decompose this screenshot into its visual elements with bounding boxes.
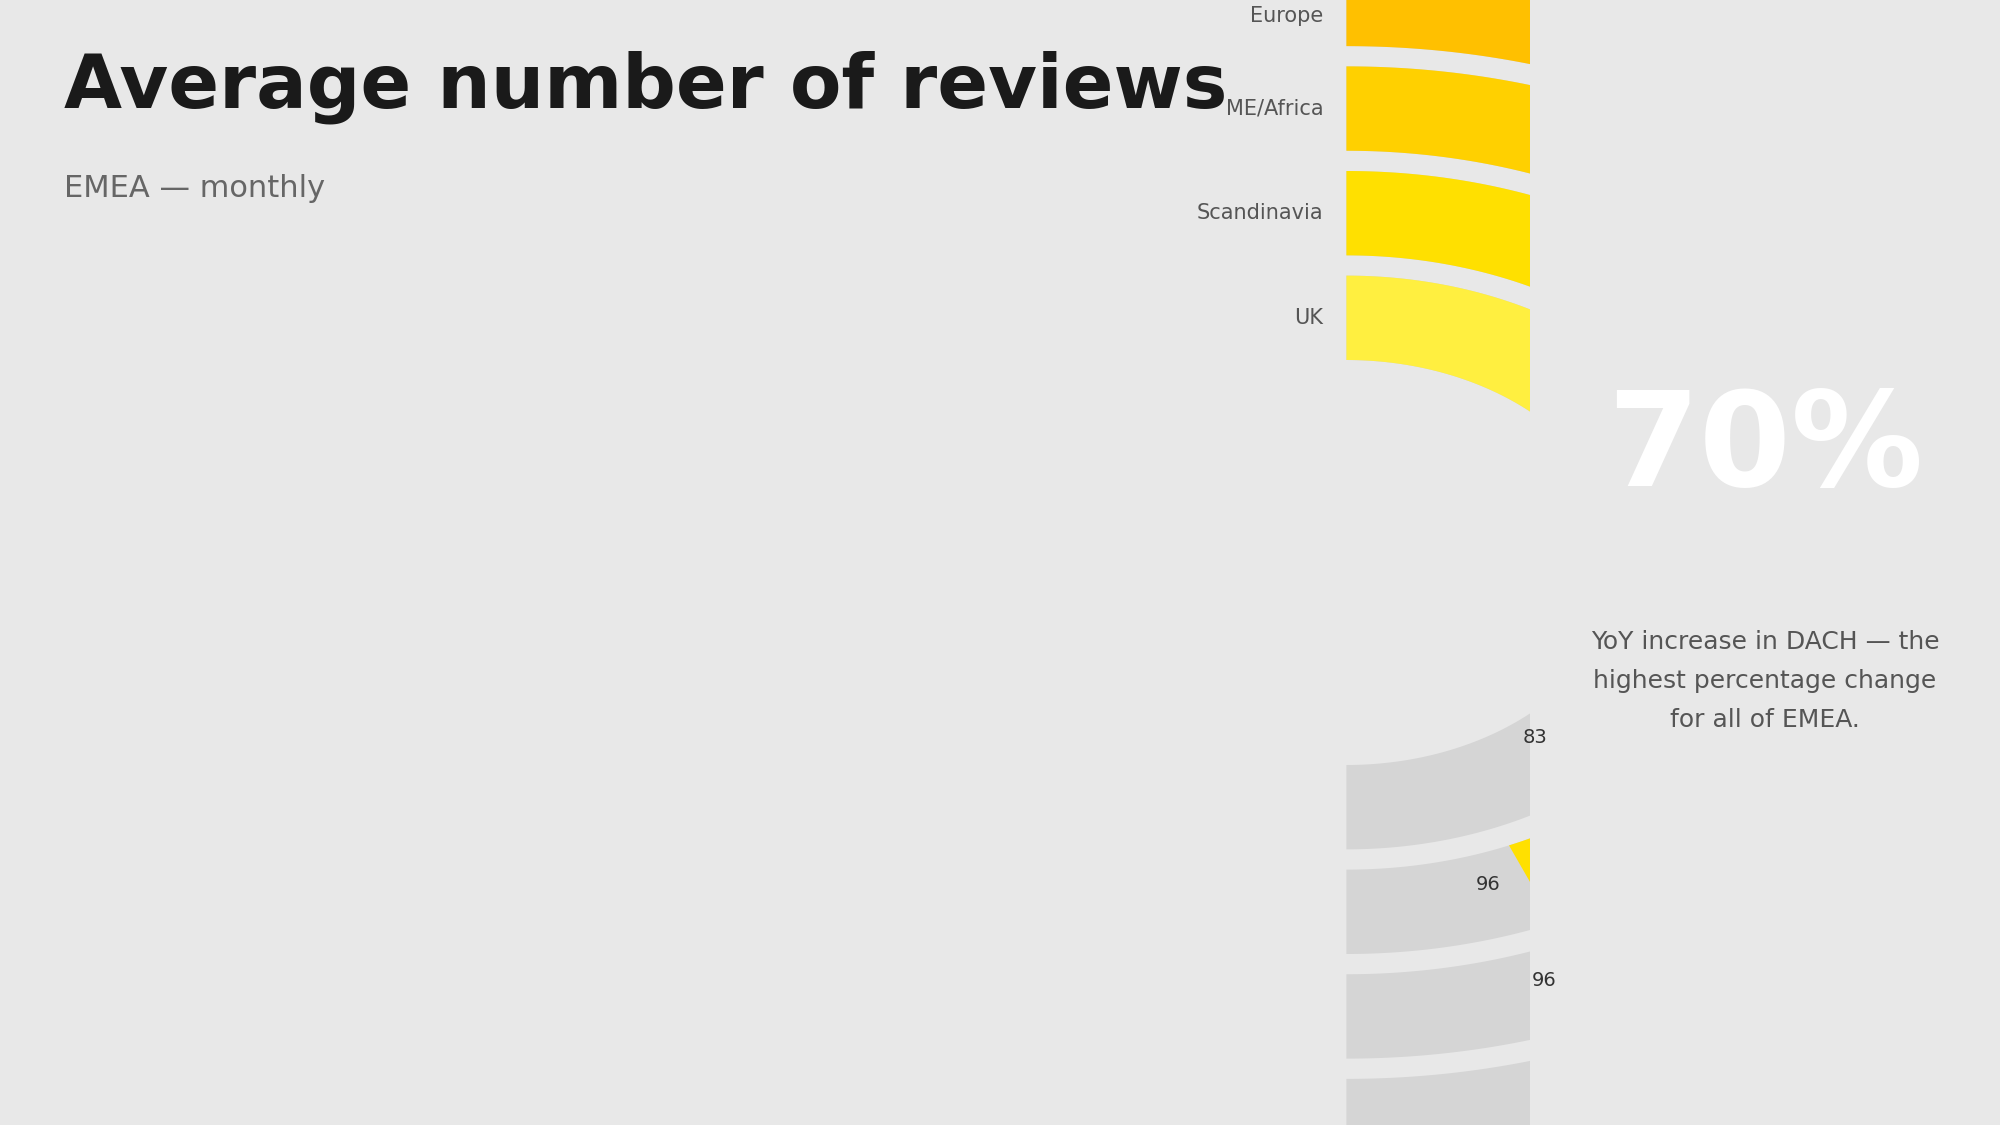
Text: 96: 96 — [1476, 875, 1500, 893]
Polygon shape — [1346, 0, 2000, 1125]
Text: 83: 83 — [1522, 729, 1548, 747]
Polygon shape — [1346, 0, 2000, 1125]
Polygon shape — [1346, 276, 1736, 849]
Polygon shape — [1346, 0, 2000, 1125]
Polygon shape — [1346, 0, 2000, 1125]
Polygon shape — [1346, 66, 2000, 1059]
Text: EMEA — monthly: EMEA — monthly — [64, 174, 326, 204]
Text: UK: UK — [1294, 308, 1324, 327]
Text: Rest of
Europe: Rest of Europe — [1250, 0, 1324, 26]
Text: 96: 96 — [1532, 971, 1556, 990]
Polygon shape — [1346, 0, 2000, 1125]
Polygon shape — [1346, 66, 2000, 1019]
Polygon shape — [1346, 171, 1878, 924]
Text: YoY increase in DACH — the
highest percentage change
for all of EMEA.: YoY increase in DACH — the highest perce… — [1590, 630, 1940, 732]
Polygon shape — [1346, 0, 2000, 596]
Text: ME/Africa: ME/Africa — [1226, 99, 1324, 118]
Text: Scandinavia: Scandinavia — [1196, 204, 1324, 223]
Polygon shape — [1346, 276, 1736, 768]
Polygon shape — [1346, 171, 1878, 954]
Polygon shape — [1346, 0, 2000, 1125]
Text: Average number of reviews: Average number of reviews — [64, 51, 1228, 124]
Polygon shape — [1346, 0, 2000, 1125]
Polygon shape — [1346, 0, 2000, 1125]
Polygon shape — [1346, 0, 2000, 1125]
Text: 70%: 70% — [1606, 387, 1924, 513]
